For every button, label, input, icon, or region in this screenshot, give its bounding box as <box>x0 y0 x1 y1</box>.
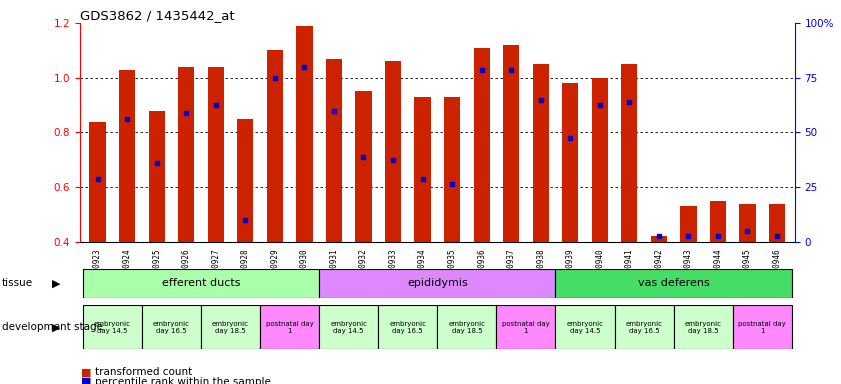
Bar <box>532 64 549 242</box>
Bar <box>378 305 437 349</box>
Text: embryonic
day 18.5: embryonic day 18.5 <box>448 321 485 334</box>
Bar <box>473 48 489 242</box>
Bar <box>83 305 142 349</box>
Bar <box>555 269 791 298</box>
Text: transformed count: transformed count <box>95 367 193 377</box>
Text: embryonic
day 14.5: embryonic day 14.5 <box>94 321 131 334</box>
Bar <box>149 111 165 242</box>
Text: embryonic
day 16.5: embryonic day 16.5 <box>153 321 190 334</box>
Bar <box>325 59 342 242</box>
Bar <box>415 97 431 242</box>
Text: percentile rank within the sample: percentile rank within the sample <box>95 377 271 384</box>
Bar <box>208 67 224 242</box>
Bar <box>555 305 615 349</box>
Text: tissue: tissue <box>2 278 33 288</box>
Bar <box>615 305 674 349</box>
Text: embryonic
day 16.5: embryonic day 16.5 <box>389 321 426 334</box>
Bar <box>680 206 696 242</box>
Bar <box>710 201 726 242</box>
Bar <box>320 269 555 298</box>
Bar <box>437 305 496 349</box>
Bar <box>296 26 313 242</box>
Bar <box>260 305 320 349</box>
Text: GDS3862 / 1435442_at: GDS3862 / 1435442_at <box>80 9 235 22</box>
Bar <box>769 204 785 242</box>
Bar <box>444 97 460 242</box>
Text: embryonic
day 18.5: embryonic day 18.5 <box>685 321 722 334</box>
Bar <box>83 269 320 298</box>
Bar <box>320 305 378 349</box>
Text: development stage: development stage <box>2 322 103 332</box>
Text: postnatal day
1: postnatal day 1 <box>502 321 550 334</box>
Text: ▶: ▶ <box>52 278 61 288</box>
Bar <box>201 305 260 349</box>
Text: efferent ducts: efferent ducts <box>161 278 241 288</box>
Bar <box>142 305 201 349</box>
Bar <box>651 237 667 242</box>
Bar <box>503 45 519 242</box>
Bar <box>267 50 283 242</box>
Text: postnatal day
1: postnatal day 1 <box>738 321 786 334</box>
Text: embryonic
day 18.5: embryonic day 18.5 <box>212 321 249 334</box>
Bar <box>674 305 733 349</box>
Bar <box>119 70 135 242</box>
Text: embryonic
day 14.5: embryonic day 14.5 <box>567 321 604 334</box>
Text: embryonic
day 14.5: embryonic day 14.5 <box>331 321 368 334</box>
Bar <box>356 91 372 242</box>
Bar <box>496 305 555 349</box>
Text: ▶: ▶ <box>52 322 61 332</box>
Text: vas deferens: vas deferens <box>637 278 710 288</box>
Bar <box>562 83 579 242</box>
Bar <box>89 121 106 242</box>
Bar <box>739 204 755 242</box>
Bar <box>592 78 608 242</box>
Bar <box>178 67 194 242</box>
Bar <box>385 61 401 242</box>
Bar <box>237 119 253 242</box>
Text: ■: ■ <box>81 377 91 384</box>
Text: epididymis: epididymis <box>407 278 468 288</box>
Text: postnatal day
1: postnatal day 1 <box>266 321 314 334</box>
Bar <box>733 305 791 349</box>
Text: embryonic
day 16.5: embryonic day 16.5 <box>626 321 663 334</box>
Text: ■: ■ <box>81 367 91 377</box>
Bar <box>621 64 637 242</box>
